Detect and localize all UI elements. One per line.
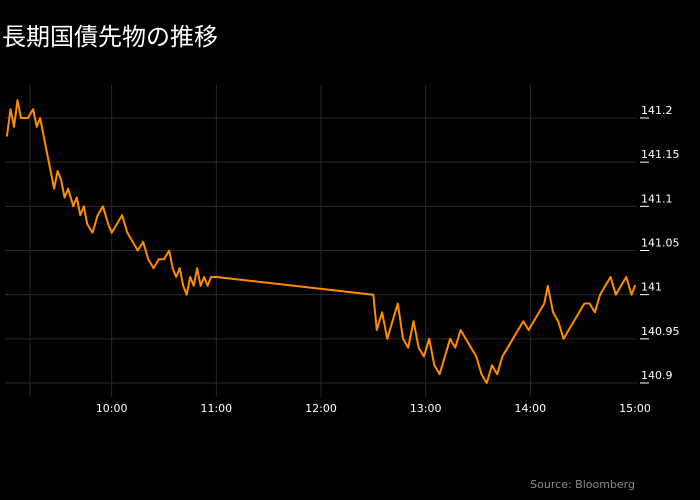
x-tick-label: 10:00 xyxy=(96,402,128,415)
y-tick-label: 141.05 xyxy=(641,237,680,250)
x-tick-label: 12:00 xyxy=(305,402,337,415)
series-line xyxy=(6,99,636,384)
x-axis-ticks: 10:00 11:00 12:00 13:00 14:00 15:00 xyxy=(96,402,651,415)
y-tick-label: 140.9 xyxy=(641,369,673,382)
x-tick-label: 14:00 xyxy=(514,402,546,415)
y-tick-label: 141.2 xyxy=(641,104,673,117)
y-tick-label: 141 xyxy=(641,281,662,294)
series-layer xyxy=(6,99,636,384)
x-tick-label: 15:00 xyxy=(619,402,651,415)
x-tick-label: 13:00 xyxy=(410,402,442,415)
x-tick-label: 11:00 xyxy=(200,402,232,415)
grid-lines xyxy=(5,85,637,397)
y-tick-label: 140.95 xyxy=(641,325,680,338)
y-tick-label: 141.15 xyxy=(641,148,680,161)
source-note: Source: Bloomberg xyxy=(530,478,635,491)
chart-title: 長期国債先物の推移 xyxy=(2,23,218,51)
y-axis-ticks: 141.2 141.15 141.1 141.05 141 140.95 140.9 xyxy=(640,104,680,384)
y-tick-label: 141.1 xyxy=(641,192,673,205)
